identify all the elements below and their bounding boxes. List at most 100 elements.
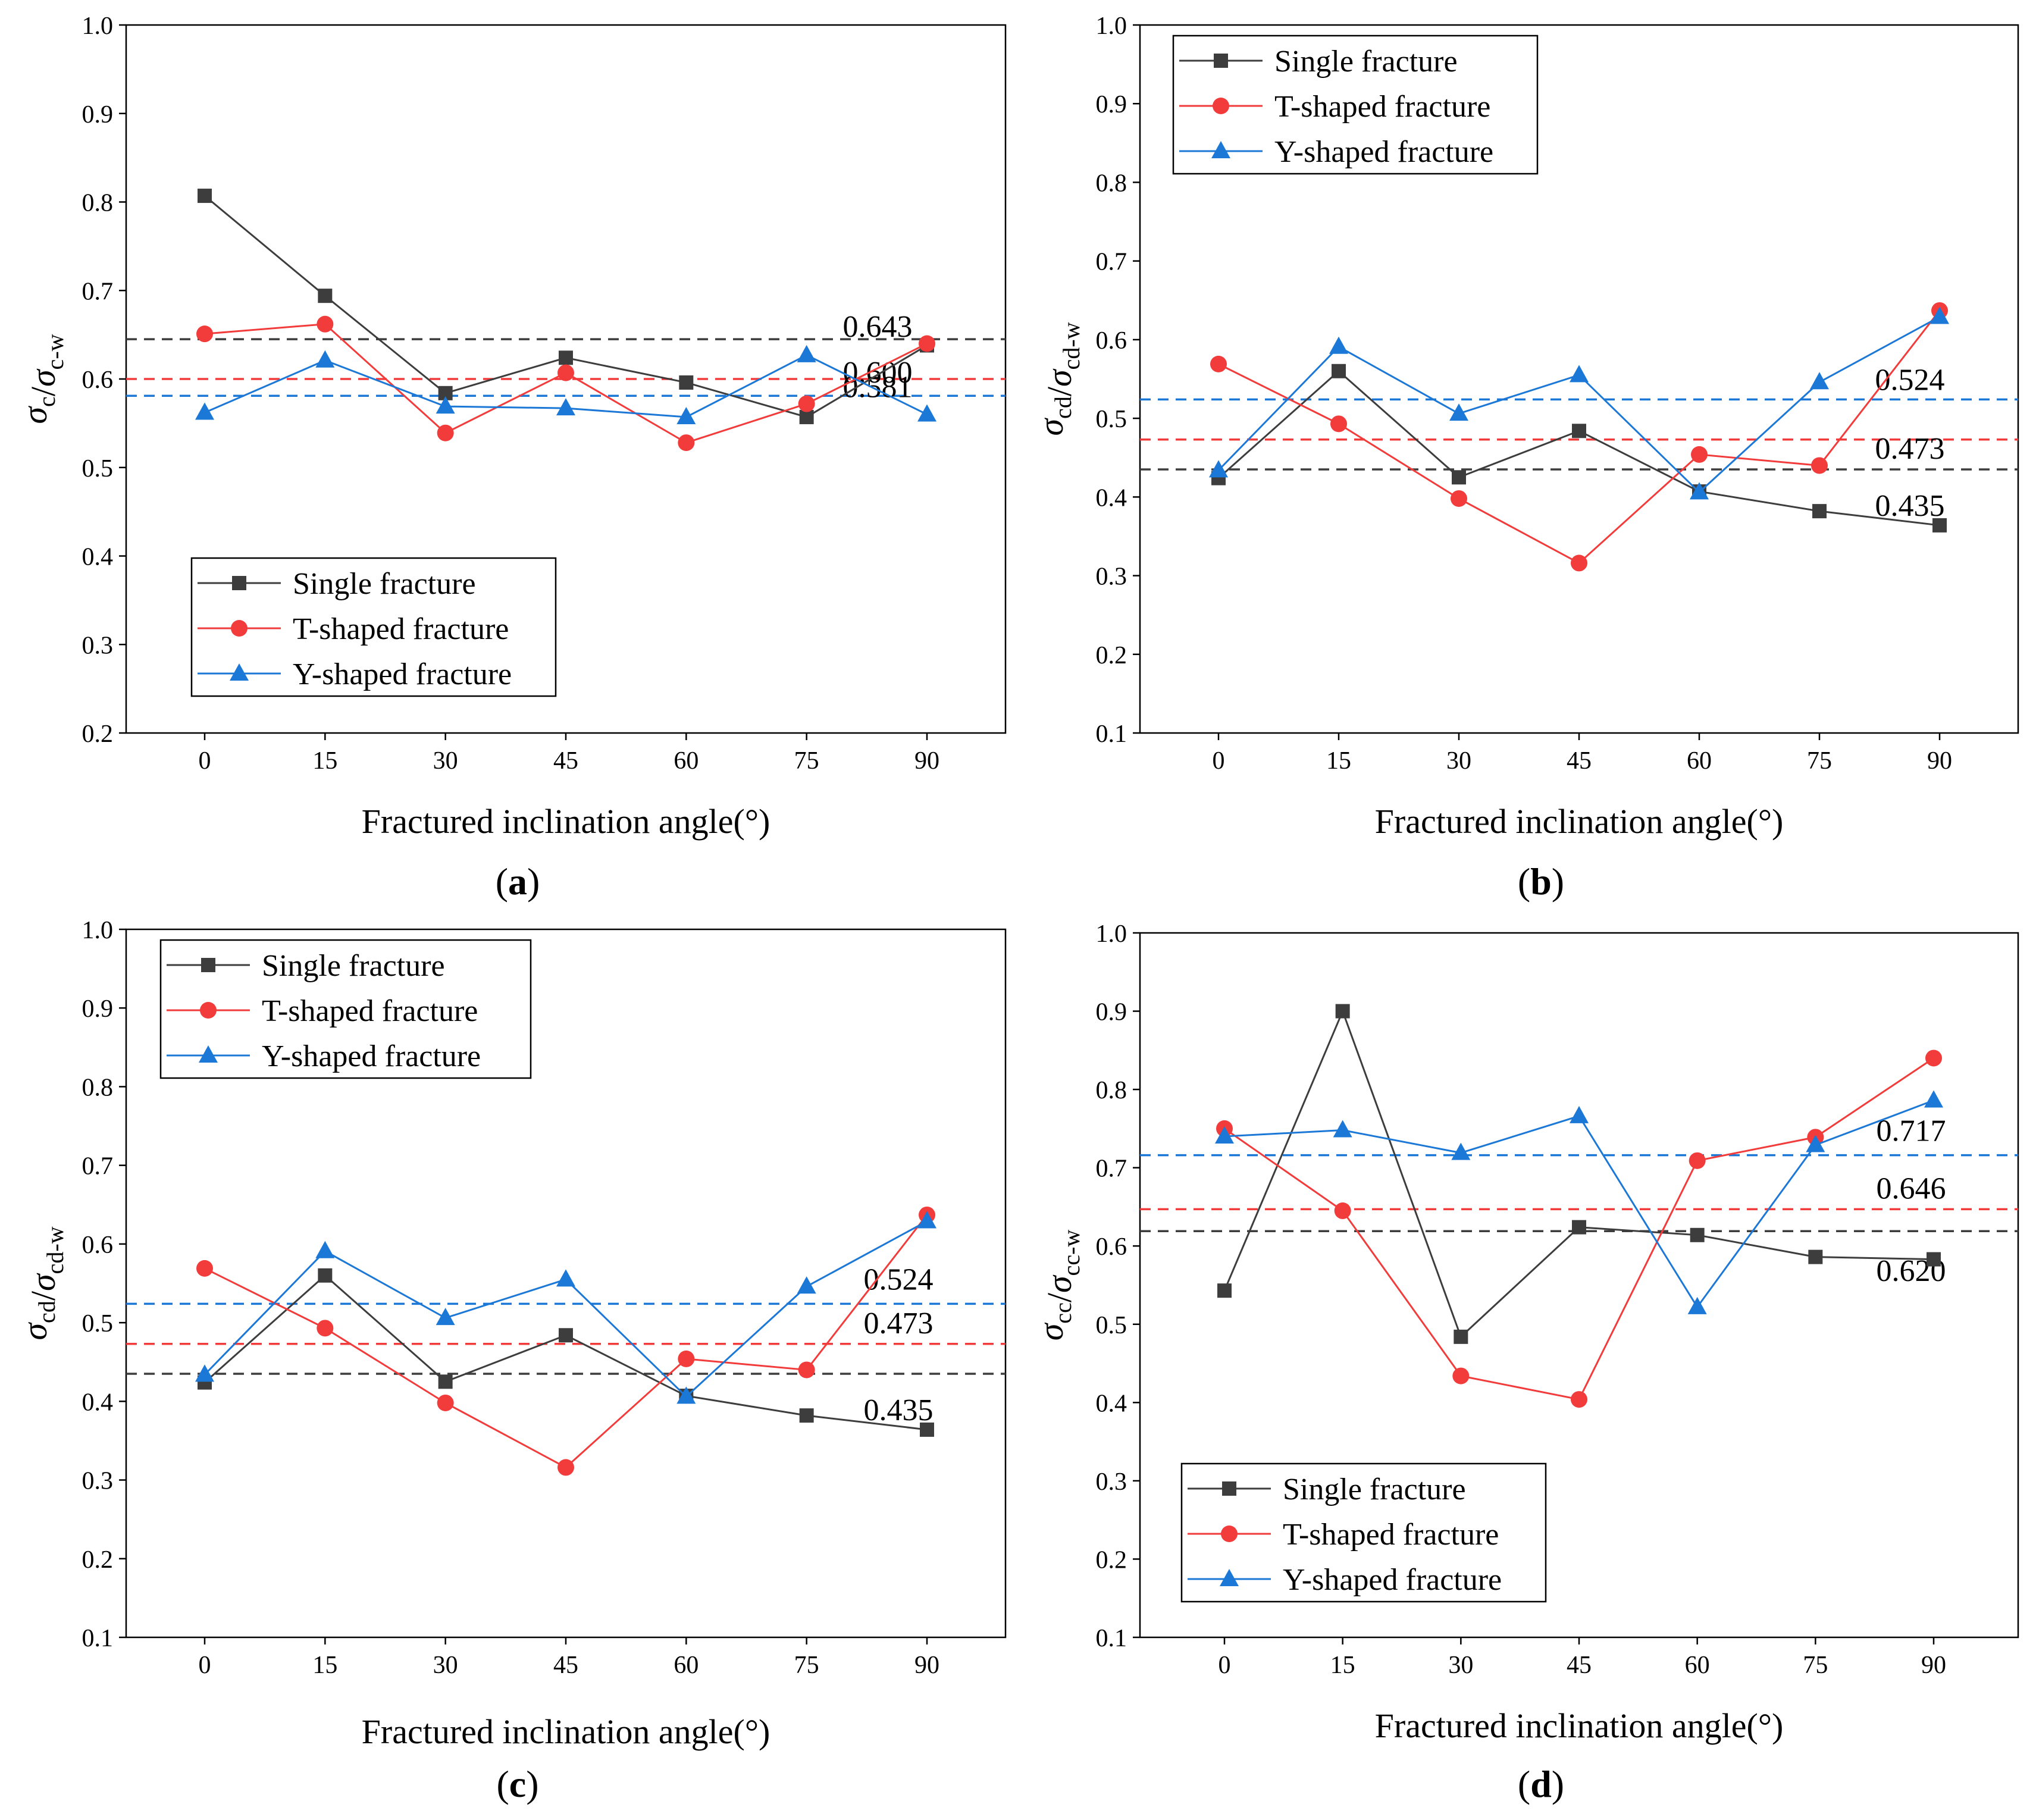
legend: Single fracture T-shaped fracture Y-shaped… <box>1172 35 1539 175</box>
data-point <box>1808 1249 1823 1264</box>
y-tick-label: 1.0 <box>1096 12 1127 40</box>
legend-marker <box>1221 1525 1238 1542</box>
y-tick-label: 0.7 <box>82 278 114 305</box>
legend: Single fracture T-shaped fracture Y-shaped… <box>190 557 557 697</box>
legend-label: T-shaped fracture <box>1274 90 1490 124</box>
legend-label: T-shaped fracture <box>1283 1518 1499 1552</box>
data-point <box>678 434 695 452</box>
panel-label-letter: c <box>509 1763 526 1805</box>
series-line <box>1223 1008 1934 1339</box>
x-tick-label: 45 <box>1567 1652 1592 1679</box>
data-point <box>1215 1126 1234 1144</box>
panel-label-paren: ) <box>526 1763 538 1805</box>
data-point <box>797 344 816 362</box>
x-tick-label: 15 <box>312 1652 337 1679</box>
data-point <box>797 1276 816 1294</box>
x-tick-label: 90 <box>1921 1652 1946 1679</box>
data-point <box>679 375 694 390</box>
legend-label: T-shaped fracture <box>262 994 478 1028</box>
data-point <box>318 1268 333 1283</box>
x-tick-label: 60 <box>1687 747 1712 775</box>
x-tick-label: 0 <box>199 747 211 775</box>
reference-line-label: 0.717 <box>1877 1114 1946 1148</box>
data-point <box>798 395 815 412</box>
panel-label-paren: ( <box>1518 860 1530 903</box>
y-tick-label: 0.6 <box>1096 1233 1127 1261</box>
y-tick-label: 0.3 <box>1096 563 1127 591</box>
y-axis-title-part: / <box>24 386 62 396</box>
data-point <box>438 1374 453 1389</box>
data-point <box>1210 355 1227 372</box>
data-point <box>1335 1004 1350 1019</box>
data-point <box>436 396 455 414</box>
data-point <box>196 325 213 343</box>
data-point <box>798 1361 815 1379</box>
reference-line-label: 0.646 <box>1877 1171 1946 1205</box>
y-tick-label: 0.8 <box>1096 170 1127 197</box>
data-point <box>1209 460 1228 478</box>
y-axis-title: σc/σc-w <box>15 334 68 424</box>
y-tick-label: 0.8 <box>82 1074 114 1101</box>
x-tick-label: 45 <box>1567 747 1592 775</box>
y-axis-title-part: σ <box>24 368 62 387</box>
reference-line-label: 0.473 <box>1875 432 1945 466</box>
x-axis-title: Fractured inclination angle(°) <box>362 1712 770 1751</box>
series-line <box>1224 1099 1934 1309</box>
data-point <box>1454 1329 1468 1344</box>
y-tick-label: 0.3 <box>82 1468 114 1495</box>
reference-line-label: 0.435 <box>1875 489 1945 523</box>
y-axis-title: σcc/σcc-w <box>1032 1230 1085 1341</box>
y-axis-title-part: σ <box>15 406 54 424</box>
y-axis-title-part: cc-w <box>1058 1230 1085 1276</box>
panel-label: (d) <box>1518 1763 1564 1805</box>
data-point <box>556 1269 575 1287</box>
legend-label: Single fracture <box>293 567 476 601</box>
y-tick-label: 0.2 <box>82 1546 114 1574</box>
panel-label-paren: ( <box>496 1763 509 1805</box>
panel-label: (c) <box>496 1763 538 1805</box>
y-tick-label: 0.2 <box>1096 1546 1127 1574</box>
y-axis-title-part: cd-w <box>42 1226 68 1274</box>
x-tick-label: 15 <box>1330 1652 1355 1679</box>
legend: Single fracture T-shaped fracture Y-shaped… <box>1180 1462 1547 1603</box>
y-tick-label: 0.9 <box>82 995 114 1023</box>
legend-label: Y-shaped fracture <box>262 1039 481 1073</box>
data-point <box>1811 457 1828 474</box>
data-point <box>1927 1252 1941 1267</box>
y-tick-label: 0.5 <box>82 1310 114 1337</box>
series-line <box>204 195 928 418</box>
data-point <box>1452 470 1466 485</box>
data-point <box>1932 518 1947 532</box>
data-point <box>198 189 212 203</box>
y-tick-label: 0.6 <box>82 366 114 394</box>
chart-panel-a: 0.2 0.3 0.4 0.5 0.6 0.7 0.8 0.9 1.0 0 15 30 45 60 75 90… <box>15 12 1007 903</box>
data-point <box>917 404 936 422</box>
y-axis-title-part: c-w <box>42 334 68 369</box>
panel-label-letter: d <box>1530 1763 1552 1805</box>
panel-label: (b) <box>1518 860 1564 903</box>
data-point <box>676 1386 696 1404</box>
data-point <box>1572 1220 1586 1235</box>
panel-label-paren: ( <box>496 860 508 903</box>
x-tick-label: 60 <box>1685 1652 1710 1679</box>
y-tick-label: 1.0 <box>82 917 114 944</box>
y-tick-label: 0.2 <box>1096 642 1127 669</box>
y-tick-label: 0.9 <box>1096 91 1127 118</box>
x-tick-label: 75 <box>1803 1652 1828 1679</box>
y-tick-label: 0.3 <box>1096 1468 1127 1496</box>
reference-line-label: 0.581 <box>843 370 913 404</box>
reference-line-label: 0.643 <box>843 310 913 344</box>
legend-label: Single fracture <box>262 949 445 983</box>
legend-marker <box>231 620 248 637</box>
y-axis-title: σcd/σcd-w <box>1032 322 1085 436</box>
reference-line-label: 0.473 <box>864 1307 934 1340</box>
data-point <box>436 1308 455 1326</box>
reference-line-label: 0.435 <box>864 1393 934 1427</box>
data-point <box>318 289 333 303</box>
y-axis-title-part: cd <box>33 1301 60 1323</box>
y-tick-label: 1.0 <box>1096 920 1127 948</box>
y-tick-label: 0.4 <box>82 544 114 571</box>
legend-label: Single fracture <box>1283 1473 1466 1506</box>
data-point <box>1329 336 1348 354</box>
x-tick-label: 30 <box>1446 747 1471 775</box>
